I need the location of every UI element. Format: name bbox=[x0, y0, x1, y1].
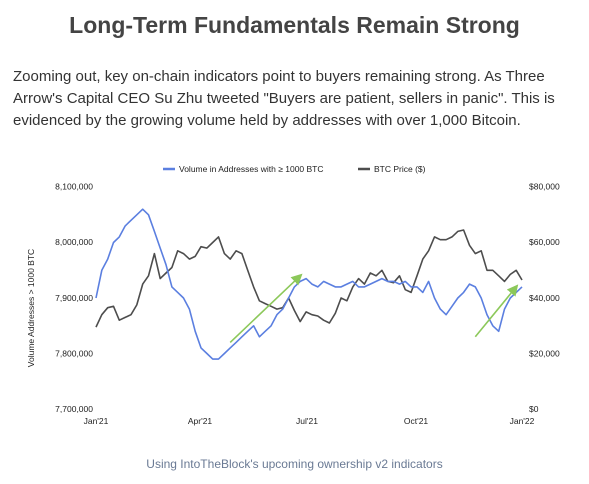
series-volume-line bbox=[95, 208, 523, 360]
y-left-tick: 7,700,000 bbox=[55, 404, 93, 414]
x-tick: Jan'21 bbox=[84, 416, 109, 426]
trend-arrow-2 bbox=[474, 284, 519, 338]
btc-volume-chart: Volume in Addresses with ≥ 1000 BTC BTC … bbox=[26, 164, 560, 426]
y-right-tick: $80,000 bbox=[529, 182, 560, 192]
y-axis-left-ticks: 8,100,000 8,000,000 7,900,000 7,800,000 … bbox=[55, 182, 93, 415]
chart-legend: Volume in Addresses with ≥ 1000 BTC BTC … bbox=[163, 164, 426, 174]
legend-price-label: BTC Price ($) bbox=[374, 164, 426, 174]
y-axis-right-ticks: $80,000 $60,000 $40,000 $20,000 $0 bbox=[529, 182, 560, 415]
plot-area bbox=[95, 208, 523, 360]
chart-caption: Using IntoTheBlock's upcoming ownership … bbox=[146, 457, 443, 471]
x-tick: Apr'21 bbox=[188, 416, 213, 426]
page-title: Long-Term Fundamentals Remain Strong bbox=[69, 12, 520, 38]
y-left-tick: 8,100,000 bbox=[55, 182, 93, 192]
y-right-tick: $20,000 bbox=[529, 349, 560, 359]
y-right-tick: $0 bbox=[529, 404, 539, 414]
y-axis-left-title: Volume Addresses > 1000 BTC bbox=[26, 249, 36, 367]
x-tick: Oct'21 bbox=[404, 416, 429, 426]
y-left-tick: 7,800,000 bbox=[55, 349, 93, 359]
series-btc-price-line bbox=[95, 229, 523, 328]
y-right-tick: $60,000 bbox=[529, 237, 560, 247]
trend-arrow-1 bbox=[229, 273, 303, 343]
x-tick: Jul'21 bbox=[296, 416, 318, 426]
y-left-tick: 7,900,000 bbox=[55, 293, 93, 303]
intro-paragraph: Zooming out, key on-chain indicators poi… bbox=[13, 68, 555, 129]
x-tick: Jan'22 bbox=[510, 416, 535, 426]
legend-volume-label: Volume in Addresses with ≥ 1000 BTC bbox=[179, 164, 324, 174]
y-left-tick: 8,000,000 bbox=[55, 237, 93, 247]
y-right-tick: $40,000 bbox=[529, 293, 560, 303]
x-axis-ticks: Jan'21 Apr'21 Jul'21 Oct'21 Jan'22 bbox=[84, 416, 535, 426]
